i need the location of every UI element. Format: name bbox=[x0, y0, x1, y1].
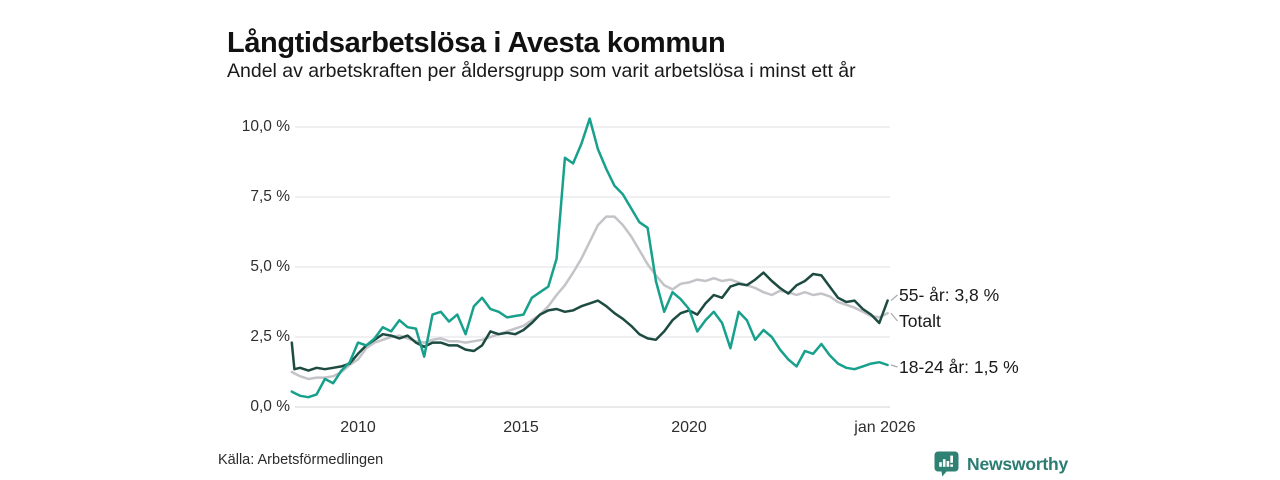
newsworthy-logo[interactable]: Newsworthy bbox=[933, 449, 1068, 479]
series-label-18-24: 18-24 år: 1,5 % bbox=[899, 357, 1019, 377]
series-label-55plus: 55- år: 3,8 % bbox=[899, 285, 1000, 305]
x-axis-tick: 2010 bbox=[340, 419, 376, 436]
newsworthy-bubble-barchart-icon bbox=[933, 450, 960, 478]
x-axis-tick: 2015 bbox=[503, 419, 539, 436]
y-axis-tick: 7,5 % bbox=[250, 188, 290, 205]
series-label-total: Totalt bbox=[899, 311, 941, 331]
y-axis-tick: 5,0 % bbox=[250, 258, 290, 275]
newsworthy-wordmark: Newsworthy bbox=[967, 453, 1069, 474]
y-axis-tick: 0,0 % bbox=[250, 398, 290, 415]
y-axis-tick: 10,0 % bbox=[241, 118, 290, 135]
x-axis-tick: 2020 bbox=[671, 419, 707, 436]
source-note: Källa: Arbetsförmedlingen bbox=[218, 452, 384, 468]
y-axis-tick: 2,5 % bbox=[250, 328, 290, 345]
chart-subtitle: Andel av arbetskraften per åldersgrupp s… bbox=[227, 60, 856, 82]
x-axis-tick: jan 2026 bbox=[854, 419, 916, 436]
page-title: Långtidsarbetslösa i Avesta kommun bbox=[227, 27, 726, 60]
